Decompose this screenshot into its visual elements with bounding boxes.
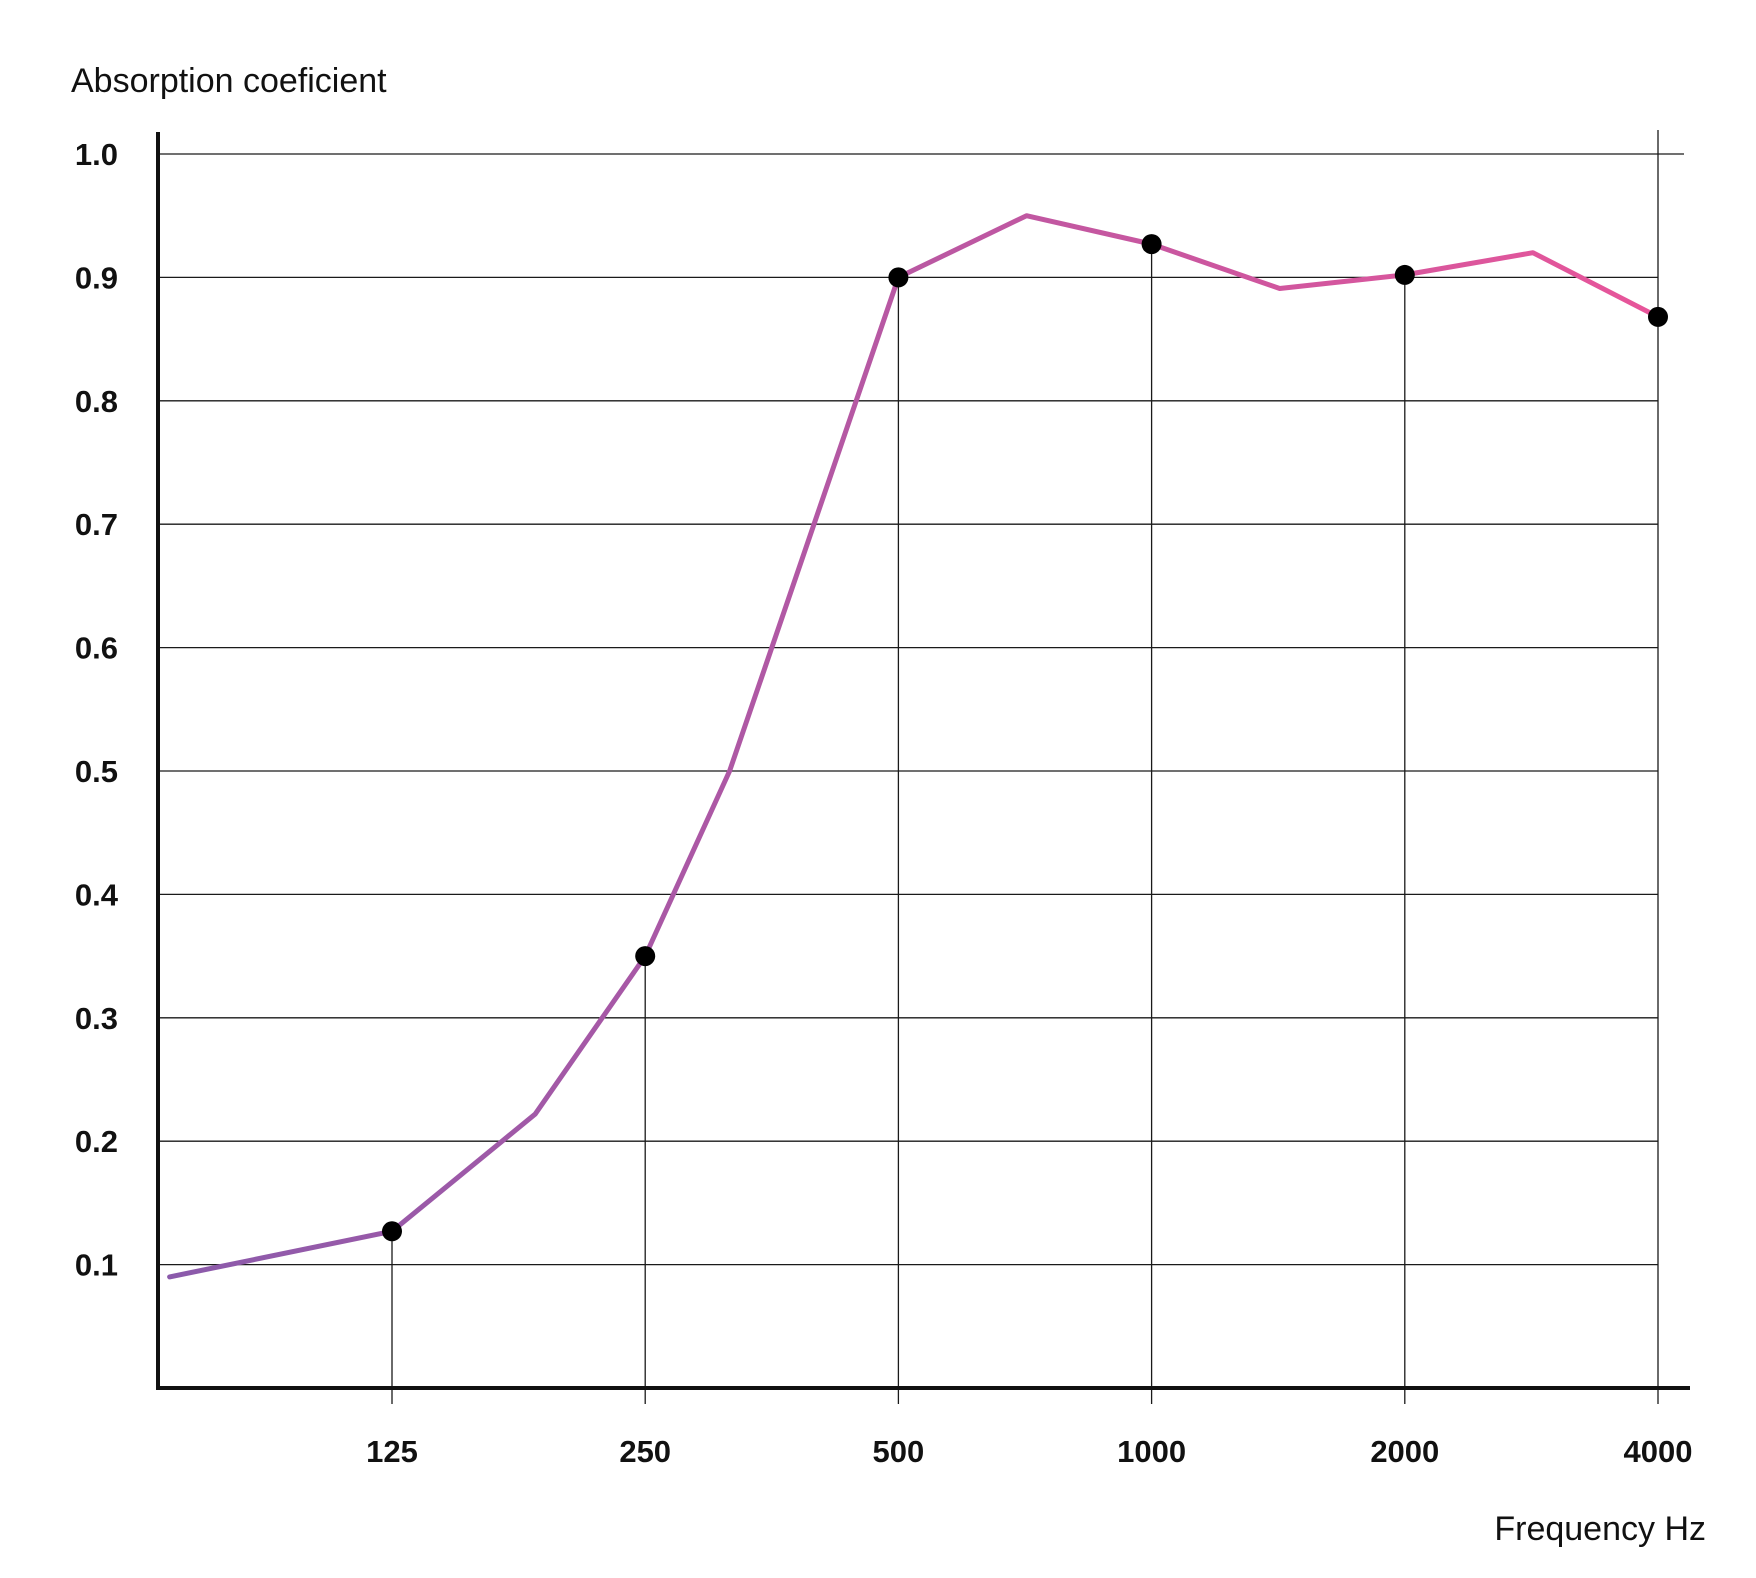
data-point — [1141, 234, 1162, 255]
x-tick-label: 125 — [366, 1434, 418, 1469]
data-point — [635, 946, 656, 967]
data-markers — [382, 234, 1668, 1242]
y-axis-title: Absorption coeficient — [71, 62, 387, 100]
x-tick-label: 2000 — [1370, 1434, 1439, 1469]
x-axis-title: Frequency Hz — [1494, 1510, 1706, 1548]
y-tick-label: 0.5 — [75, 754, 118, 789]
y-tick-label: 0.8 — [75, 384, 118, 419]
y-tick-label: 0.3 — [75, 1001, 118, 1036]
y-tick-label: 0.4 — [75, 877, 119, 912]
y-tick-label: 0.7 — [75, 507, 118, 542]
data-point — [1394, 264, 1415, 285]
y-tick-label: 0.1 — [75, 1248, 118, 1283]
horizontal-gridlines — [158, 153, 1684, 1266]
x-tick-label: 500 — [873, 1434, 925, 1469]
y-tick-labels: 0.1 0.2 0.3 0.4 0.5 0.6 0.7 0.8 0.9 1.0 — [75, 137, 119, 1283]
x-tick-label: 1000 — [1117, 1434, 1186, 1469]
y-tick-label: 0.9 — [75, 260, 118, 295]
y-tick-label: 0.6 — [75, 631, 118, 666]
y-tick-label: 1.0 — [75, 137, 118, 172]
x-tick-label: 250 — [619, 1434, 671, 1469]
data-point — [1648, 306, 1668, 327]
y-tick-label: 0.2 — [75, 1124, 118, 1159]
vertical-gridlines — [391, 130, 1659, 1404]
data-point — [382, 1221, 402, 1242]
data-point — [888, 267, 909, 288]
x-tick-labels: 125 250 500 1000 2000 4000 — [366, 1434, 1692, 1469]
series-line — [167, 213, 1661, 1280]
x-tick-label: 4000 — [1624, 1434, 1693, 1469]
